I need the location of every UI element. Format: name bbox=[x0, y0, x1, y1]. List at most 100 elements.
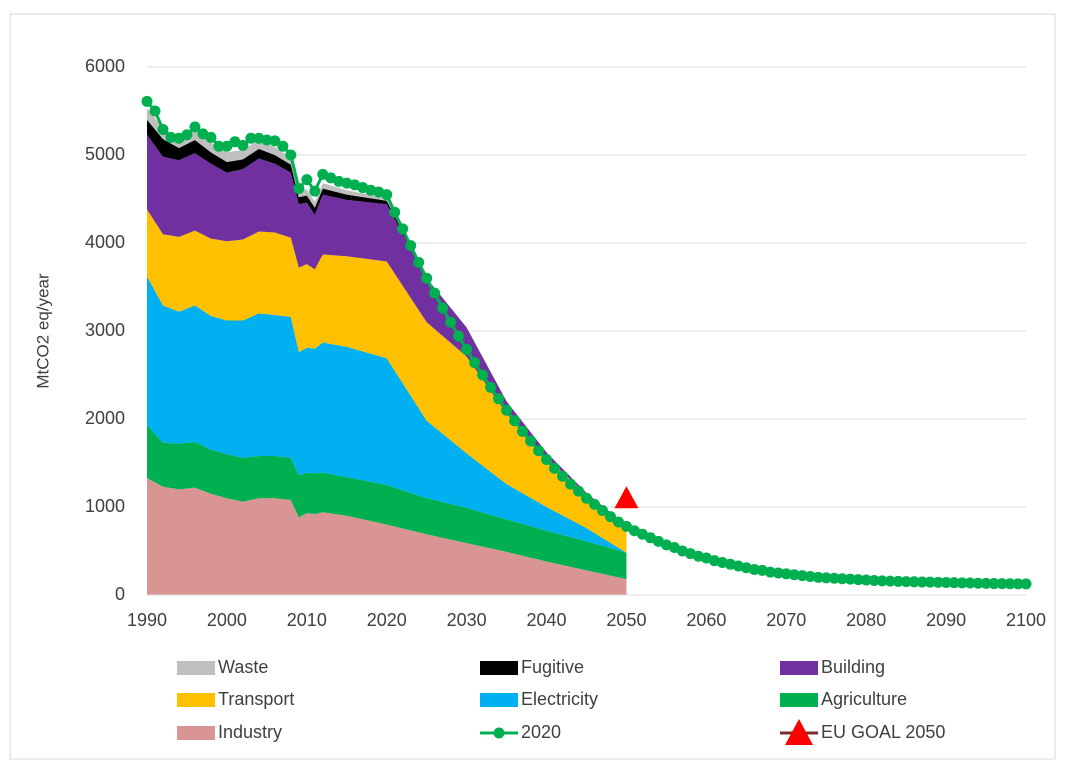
legend-swatch bbox=[480, 661, 518, 675]
line-marker bbox=[477, 369, 489, 381]
y-tick-label: 5000 bbox=[85, 144, 125, 164]
line-marker bbox=[381, 189, 393, 201]
line-marker bbox=[429, 287, 441, 299]
legend-label: Building bbox=[821, 657, 885, 677]
line-marker bbox=[309, 185, 321, 197]
y-tick-label: 1000 bbox=[85, 496, 125, 516]
legend-item: 2020 bbox=[480, 722, 561, 742]
line-marker bbox=[157, 123, 169, 135]
line-marker bbox=[261, 134, 273, 146]
line-marker bbox=[165, 131, 177, 143]
line-marker bbox=[788, 569, 800, 581]
line-marker bbox=[796, 570, 808, 582]
x-tick-label: 2010 bbox=[287, 610, 327, 630]
legend-item: Industry bbox=[177, 722, 282, 742]
line-marker bbox=[884, 575, 896, 587]
line-marker bbox=[501, 404, 513, 416]
line-marker bbox=[604, 511, 616, 523]
y-axis-label: MtCO2 eq/year bbox=[33, 273, 52, 389]
legend-swatch bbox=[177, 726, 215, 740]
legend-swatch bbox=[493, 727, 505, 739]
legend-label: Waste bbox=[218, 657, 268, 677]
line-marker bbox=[940, 577, 952, 589]
line-marker bbox=[541, 453, 553, 465]
legend-swatch bbox=[785, 719, 813, 745]
goal-marker bbox=[614, 486, 639, 509]
line-marker bbox=[413, 256, 425, 268]
line-marker bbox=[892, 575, 904, 587]
line-marker bbox=[573, 485, 585, 497]
line-marker bbox=[517, 425, 529, 437]
line-marker bbox=[181, 129, 193, 141]
line-marker bbox=[868, 574, 880, 586]
area bbox=[147, 276, 627, 553]
line-marker bbox=[980, 577, 992, 589]
x-tick-label: 2060 bbox=[686, 610, 726, 630]
legend-label: EU GOAL 2050 bbox=[821, 722, 945, 742]
line-marker bbox=[453, 330, 465, 342]
legend-swatch bbox=[177, 661, 215, 675]
line-marker bbox=[932, 576, 944, 588]
line-marker bbox=[189, 121, 201, 133]
line-marker bbox=[565, 478, 577, 490]
line-marker bbox=[1012, 578, 1024, 590]
line-marker bbox=[812, 571, 824, 583]
line-marker bbox=[245, 132, 257, 144]
legend-label: Fugitive bbox=[521, 657, 584, 677]
legend-label: Agriculture bbox=[821, 689, 907, 709]
x-tick-label: 2050 bbox=[606, 610, 646, 630]
line-marker bbox=[269, 135, 281, 147]
line-marker bbox=[1004, 578, 1016, 590]
line-marker bbox=[549, 462, 561, 474]
line-marker bbox=[836, 573, 848, 585]
line-marker bbox=[860, 574, 872, 586]
line-marker bbox=[924, 576, 936, 588]
line-marker bbox=[509, 415, 521, 427]
line-marker bbox=[421, 272, 433, 284]
line-marker bbox=[804, 571, 816, 583]
line-marker bbox=[525, 435, 537, 447]
x-tick-label: 2100 bbox=[1006, 610, 1046, 630]
legend-item: EU GOAL 2050 bbox=[780, 719, 945, 745]
y-tick-label: 3000 bbox=[85, 320, 125, 340]
legend-item: Waste bbox=[177, 657, 268, 677]
line-marker bbox=[964, 577, 976, 589]
legend-item: Fugitive bbox=[480, 657, 584, 677]
line-marker bbox=[908, 576, 920, 588]
line-marker bbox=[956, 577, 968, 589]
line-marker bbox=[301, 174, 313, 186]
line-marker bbox=[844, 573, 856, 585]
y-tick-label: 0 bbox=[115, 584, 125, 604]
line-marker bbox=[149, 105, 161, 117]
x-tick-label: 1990 bbox=[127, 610, 167, 630]
area bbox=[147, 209, 627, 553]
line-marker bbox=[900, 576, 912, 588]
x-tick-label: 2020 bbox=[367, 610, 407, 630]
legend-label: Transport bbox=[218, 689, 294, 709]
line-marker bbox=[485, 381, 497, 393]
line-marker bbox=[469, 357, 481, 369]
legend-item: Electricity bbox=[480, 689, 598, 709]
line-marker bbox=[213, 140, 225, 152]
line-marker bbox=[237, 139, 249, 151]
x-tick-label: 2090 bbox=[926, 610, 966, 630]
line-marker bbox=[996, 578, 1008, 590]
legend-label: 2020 bbox=[521, 722, 561, 742]
y-tick-label: 2000 bbox=[85, 408, 125, 428]
line-marker bbox=[972, 577, 984, 589]
line-marker bbox=[588, 498, 600, 510]
line-marker bbox=[461, 343, 473, 355]
line-marker bbox=[772, 567, 784, 579]
line-marker bbox=[596, 505, 608, 517]
legend-swatch bbox=[780, 693, 818, 707]
line-marker bbox=[828, 572, 840, 584]
line-marker bbox=[852, 574, 864, 586]
legend-label: Electricity bbox=[521, 689, 598, 709]
legend-swatch bbox=[480, 693, 518, 707]
x-tick-label: 2000 bbox=[207, 610, 247, 630]
line-marker bbox=[285, 149, 297, 161]
line-marker bbox=[876, 575, 888, 587]
x-tick-label: 2030 bbox=[447, 610, 487, 630]
legend-label: Industry bbox=[218, 722, 282, 742]
